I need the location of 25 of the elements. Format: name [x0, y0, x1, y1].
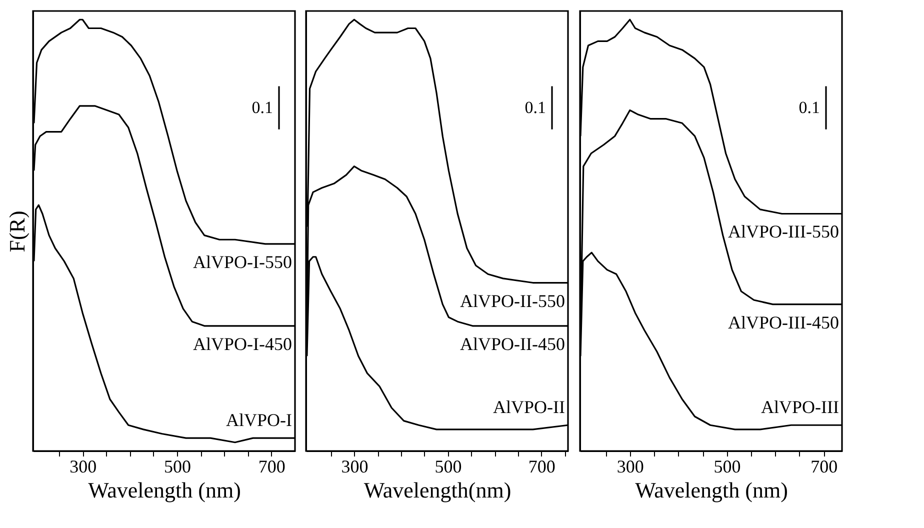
annotation: 0.1: [798, 98, 820, 117]
series-label: AlVPO-II-450: [460, 334, 565, 354]
annotation: 0.1: [252, 98, 273, 117]
x-tick-label: 500: [714, 456, 741, 476]
y-axis-title: F(R): [4, 210, 30, 252]
x-tick-label: 500: [434, 456, 462, 476]
series-label: AlVPO-I-550: [193, 252, 292, 272]
series-label: AlVPO-II: [493, 397, 565, 418]
x-tick-label: 700: [258, 456, 286, 476]
annotation: 0.1: [524, 98, 546, 117]
x-tick-label: 300: [341, 456, 368, 476]
series-label: AlVPO-III: [761, 397, 839, 418]
series-label: AlVPO-I: [226, 410, 292, 430]
x-tick-label: 700: [528, 456, 556, 476]
x-axis-title: Wavelength (nm): [635, 478, 788, 502]
x-tick-label: 300: [616, 456, 644, 476]
series-label: AlVPO-I-450: [193, 334, 292, 354]
x-axis-title: Wavelength (nm): [88, 478, 241, 502]
series-label: AlVPO-III-450: [728, 312, 839, 332]
x-axis-title: Wavelength(nm): [364, 478, 512, 502]
series-label: AlVPO-II-550: [460, 290, 565, 311]
x-tick-label: 700: [810, 456, 838, 476]
series-label: AlVPO-III-550: [728, 222, 839, 242]
x-tick-label: 300: [70, 456, 97, 476]
x-tick-label: 500: [164, 456, 191, 476]
